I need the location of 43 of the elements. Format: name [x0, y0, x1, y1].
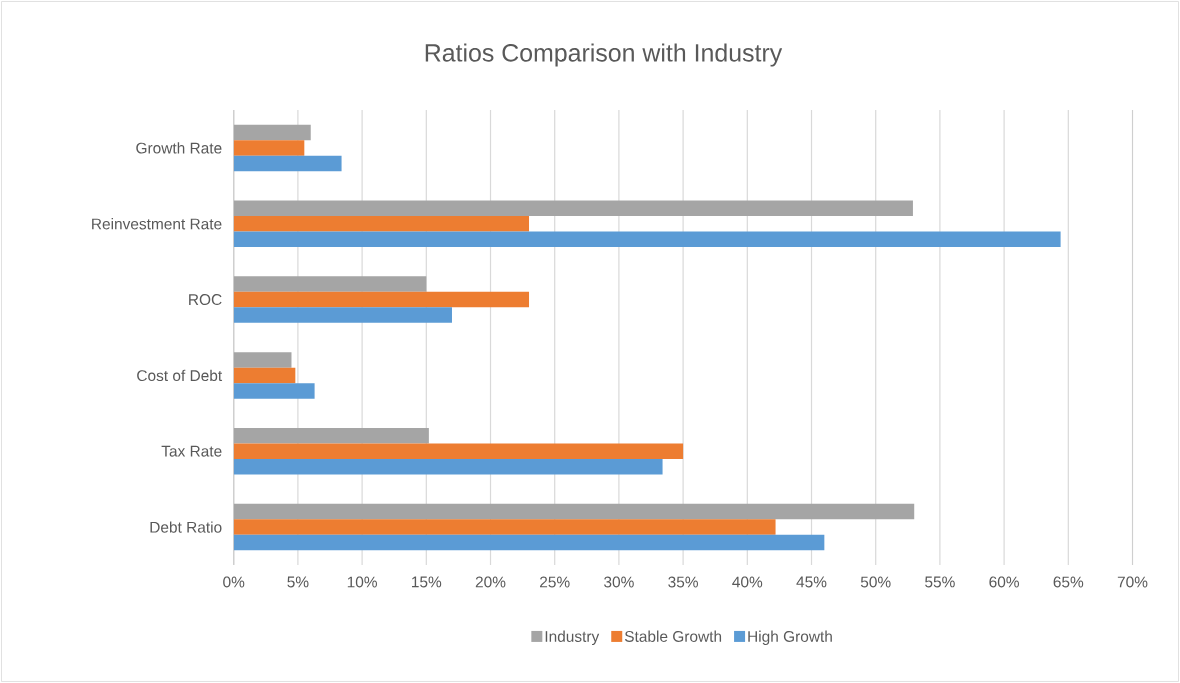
- bar: [233, 155, 342, 172]
- legend-label: Stable Growth: [624, 630, 722, 642]
- legend-label: Industry: [545, 630, 600, 645]
- bar: [233, 427, 429, 444]
- legend-label: High Growth: [748, 630, 832, 645]
- x-tick-label: 15%: [412, 576, 442, 588]
- bar: [233, 519, 776, 535]
- bar: [233, 200, 913, 216]
- bar: [233, 383, 315, 399]
- x-tick-label: 50%: [860, 576, 891, 588]
- y-tick-label: Growth Rate: [136, 142, 222, 154]
- bar: [233, 215, 530, 232]
- y-tick-label: Debt Ratio: [150, 521, 222, 533]
- bar: [233, 458, 663, 475]
- x-tick-label: 45%: [796, 576, 827, 588]
- x-tick-label: 0%: [223, 576, 245, 588]
- y-tick-label: Cost of Debt: [137, 369, 223, 382]
- bar: [233, 231, 1061, 247]
- bar: [233, 307, 452, 323]
- bar: [233, 352, 292, 368]
- x-tick-label: 60%: [989, 576, 1019, 588]
- x-tick-label: 65%: [1053, 576, 1084, 588]
- bar: [233, 276, 427, 292]
- y-tick-label: ROC: [189, 294, 222, 306]
- x-tick-label: 40%: [732, 576, 763, 588]
- x-tick-label: 30%: [604, 576, 634, 588]
- bar: [233, 291, 530, 308]
- bar: [233, 443, 684, 459]
- bar: [233, 124, 311, 141]
- x-tick-label: 10%: [347, 576, 377, 588]
- x-tick-label: 25%: [540, 576, 570, 588]
- bar: [233, 140, 305, 156]
- y-tick-label: Tax Rate: [161, 445, 222, 457]
- x-tick-label: 35%: [668, 576, 698, 588]
- y-tick-label: Reinvestment Rate: [92, 218, 222, 230]
- bar: [233, 367, 296, 384]
- bar: [233, 503, 915, 520]
- x-tick-label: 5%: [287, 576, 309, 588]
- x-tick-label: 20%: [475, 576, 506, 588]
- bar: [233, 534, 825, 551]
- chart-title: Ratios Comparison with Industry: [425, 43, 783, 67]
- x-tick-label: 70%: [1117, 576, 1148, 588]
- x-tick-label: 55%: [925, 576, 955, 588]
